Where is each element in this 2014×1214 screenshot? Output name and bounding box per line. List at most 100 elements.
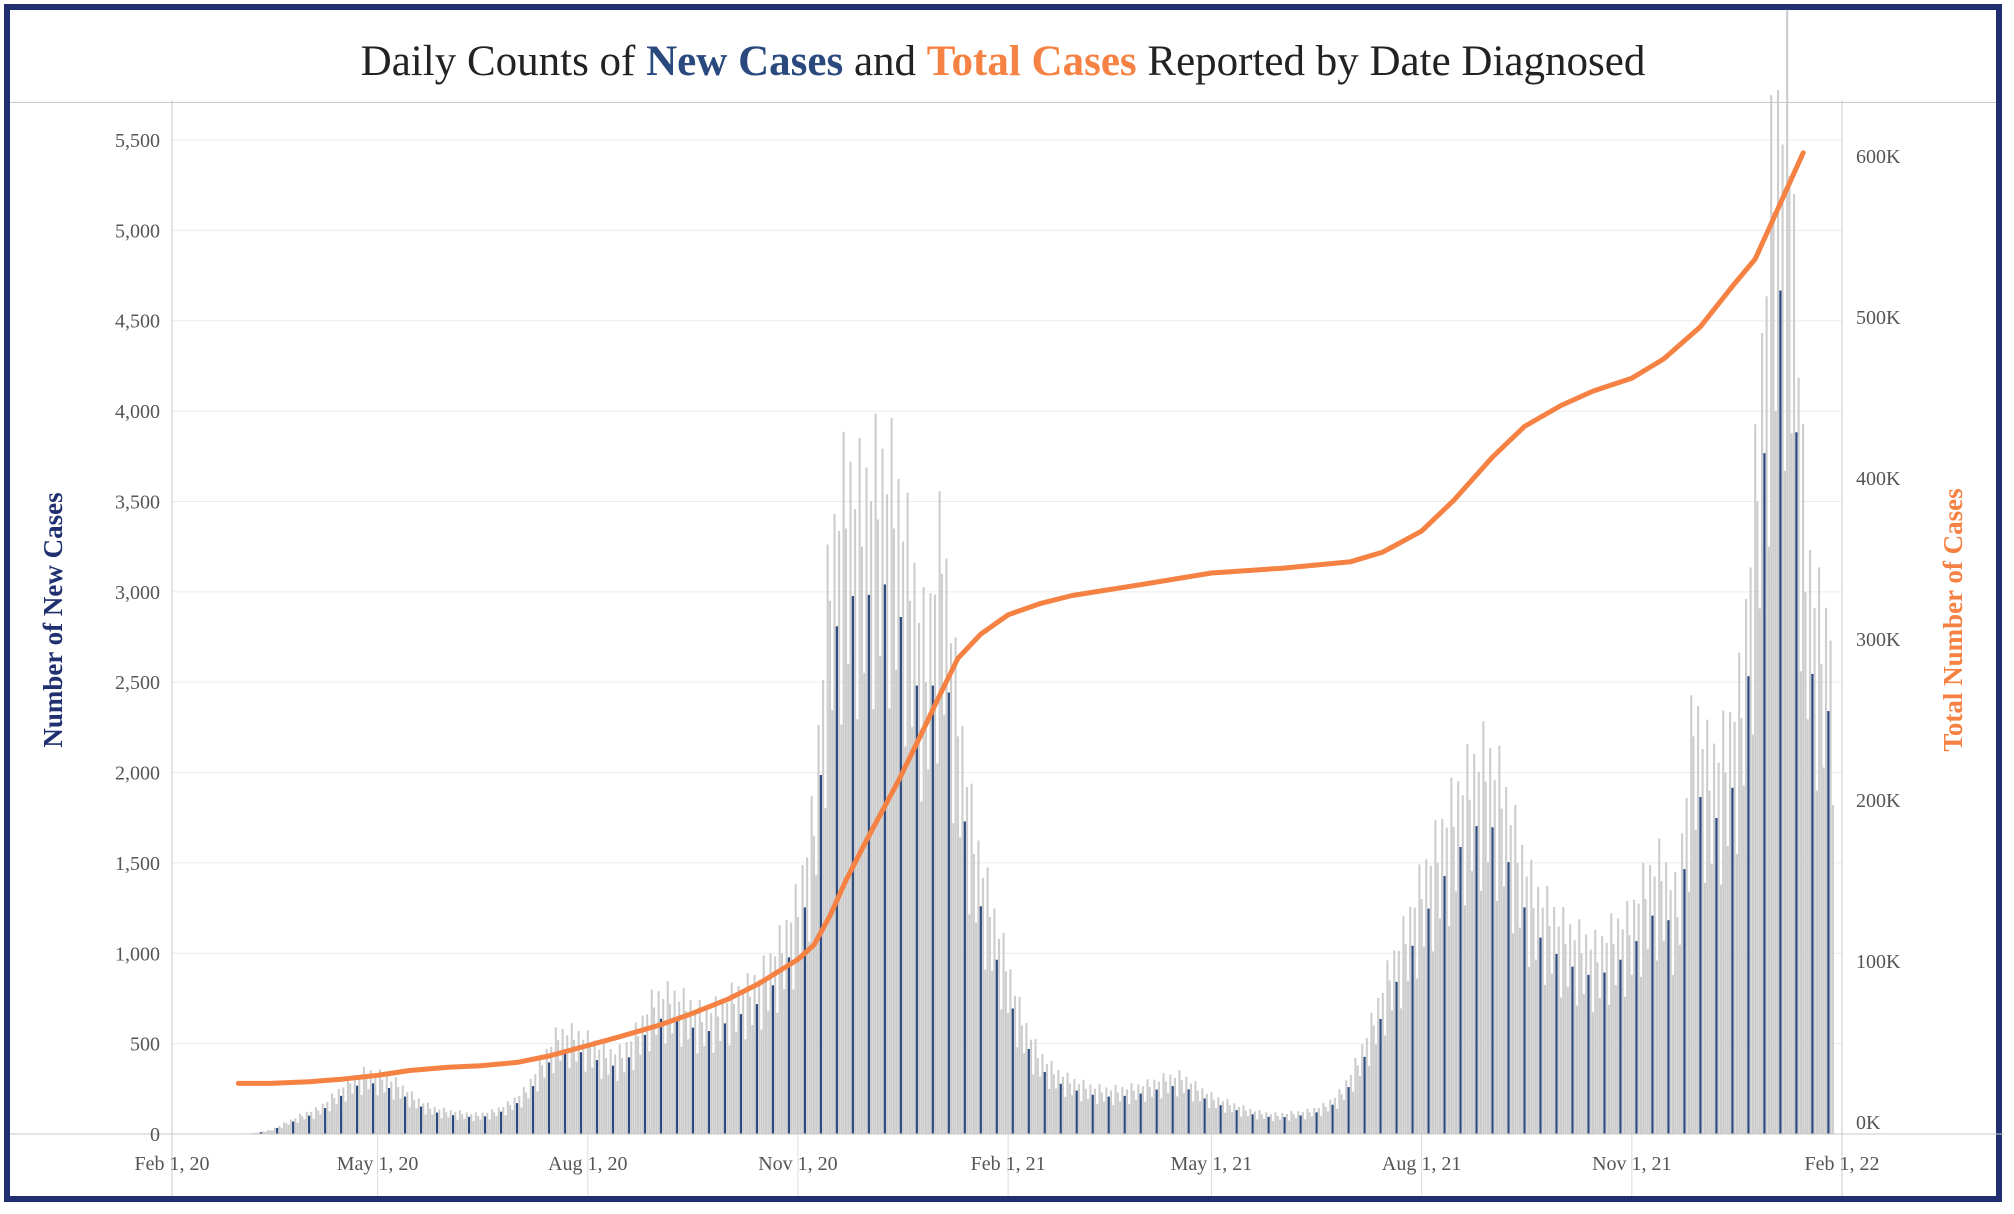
daily-bar — [353, 1075, 356, 1134]
daily-bar — [1274, 1112, 1277, 1134]
daily-bar — [506, 1101, 509, 1134]
daily-bar — [1221, 1101, 1224, 1134]
weekly-highlight-bar — [1635, 941, 1638, 1134]
daily-bar — [831, 710, 834, 1134]
daily-bar — [477, 1115, 480, 1134]
daily-bar — [337, 1088, 340, 1134]
daily-bar — [550, 1046, 553, 1134]
daily-bar — [1135, 1099, 1138, 1134]
daily-bar — [703, 1046, 706, 1134]
daily-bar — [570, 1023, 573, 1134]
daily-bar — [385, 1075, 388, 1134]
weekly-highlight-bar — [1491, 827, 1494, 1134]
daily-bar — [463, 1118, 466, 1134]
daily-bar — [1210, 1091, 1213, 1134]
daily-bar — [1793, 194, 1796, 1135]
daily-bar — [1441, 818, 1444, 1134]
daily-bar — [1596, 962, 1599, 1134]
daily-bar — [653, 1007, 656, 1134]
daily-bar — [1550, 973, 1553, 1134]
daily-bar — [940, 573, 943, 1134]
daily-bar — [1153, 1079, 1156, 1134]
daily-bar — [1244, 1110, 1247, 1134]
daily-bar — [1301, 1112, 1304, 1134]
daily-bar — [1740, 718, 1743, 1134]
daily-bar — [824, 807, 827, 1134]
daily-bar — [753, 974, 756, 1134]
daily-bar — [879, 655, 882, 1134]
daily-bar — [1534, 959, 1537, 1134]
daily-bar — [1212, 1099, 1215, 1134]
daily-bar — [1605, 942, 1608, 1134]
daily-bar — [776, 1012, 779, 1134]
daily-bar — [378, 1069, 381, 1134]
daily-bar — [609, 1048, 612, 1134]
daily-bar — [474, 1112, 477, 1134]
daily-bar — [748, 996, 752, 1134]
daily-bar — [1192, 1101, 1195, 1134]
daily-bar — [1281, 1113, 1284, 1134]
weekly-highlight-bar — [1715, 817, 1718, 1134]
weekly-highlight-bar — [1187, 1089, 1190, 1134]
daily-bar — [314, 1107, 317, 1134]
daily-bar — [257, 1132, 260, 1134]
daily-bar — [646, 1014, 649, 1134]
daily-bar — [844, 528, 847, 1134]
daily-bar — [1324, 1106, 1327, 1134]
daily-bar — [1249, 1108, 1252, 1134]
weekly-highlight-bar — [947, 692, 950, 1134]
daily-bar — [849, 461, 852, 1134]
daily-bar — [997, 938, 1001, 1134]
daily-bar — [760, 1029, 763, 1134]
daily-bar — [614, 1054, 617, 1134]
weekly-highlight-bar — [1091, 1094, 1094, 1134]
daily-bar — [1466, 744, 1469, 1134]
daily-bar — [1397, 951, 1400, 1134]
daily-bar — [1454, 891, 1457, 1134]
daily-bar — [863, 672, 866, 1134]
weekly-highlight-bar — [611, 1065, 615, 1134]
daily-bar — [744, 1039, 747, 1134]
daily-bar — [700, 1021, 704, 1134]
daily-bar — [509, 1105, 512, 1134]
daily-bar — [1637, 903, 1640, 1134]
daily-bar — [1756, 501, 1759, 1134]
daily-bar — [1815, 790, 1818, 1134]
daily-bar — [1621, 929, 1624, 1134]
daily-bar — [591, 1067, 594, 1134]
daily-bar — [321, 1103, 324, 1134]
x-tick-label: Nov 1, 21 — [1592, 1153, 1671, 1175]
daily-bar — [892, 528, 895, 1134]
daily-bar — [876, 519, 879, 1134]
daily-bar — [616, 1080, 619, 1134]
daily-bar — [1518, 927, 1521, 1134]
daily-bar — [929, 593, 932, 1134]
daily-bar — [1358, 1076, 1361, 1134]
daily-bar — [1543, 984, 1547, 1134]
daily-bar — [1806, 719, 1809, 1134]
daily-bar — [600, 1078, 603, 1134]
weekly-highlight-bar — [276, 1127, 279, 1134]
daily-bar — [1742, 785, 1745, 1134]
daily-bar — [854, 509, 857, 1134]
weekly-highlight-bar — [1763, 453, 1766, 1134]
daily-bar — [1580, 953, 1583, 1134]
y-left-tick-label: 5,500 — [115, 130, 160, 152]
daily-bar — [1201, 1088, 1204, 1134]
daily-bar — [1562, 907, 1565, 1134]
y-left-tick-label: 2,000 — [115, 763, 160, 785]
weekly-highlight-bar — [547, 1062, 551, 1134]
y-right-tick-label: 300K — [1856, 629, 1901, 651]
daily-bar — [1703, 882, 1706, 1134]
daily-bar — [383, 1092, 386, 1134]
daily-bar — [728, 1045, 731, 1134]
daily-bar — [1813, 608, 1816, 1134]
daily-bar — [266, 1130, 269, 1134]
weekly-highlight-bar — [1011, 1008, 1014, 1134]
daily-bar — [557, 1040, 560, 1134]
daily-bar — [1292, 1114, 1295, 1134]
daily-bar — [1530, 859, 1533, 1134]
weekly-highlight-bar — [1107, 1096, 1110, 1134]
daily-bar — [312, 1118, 315, 1134]
